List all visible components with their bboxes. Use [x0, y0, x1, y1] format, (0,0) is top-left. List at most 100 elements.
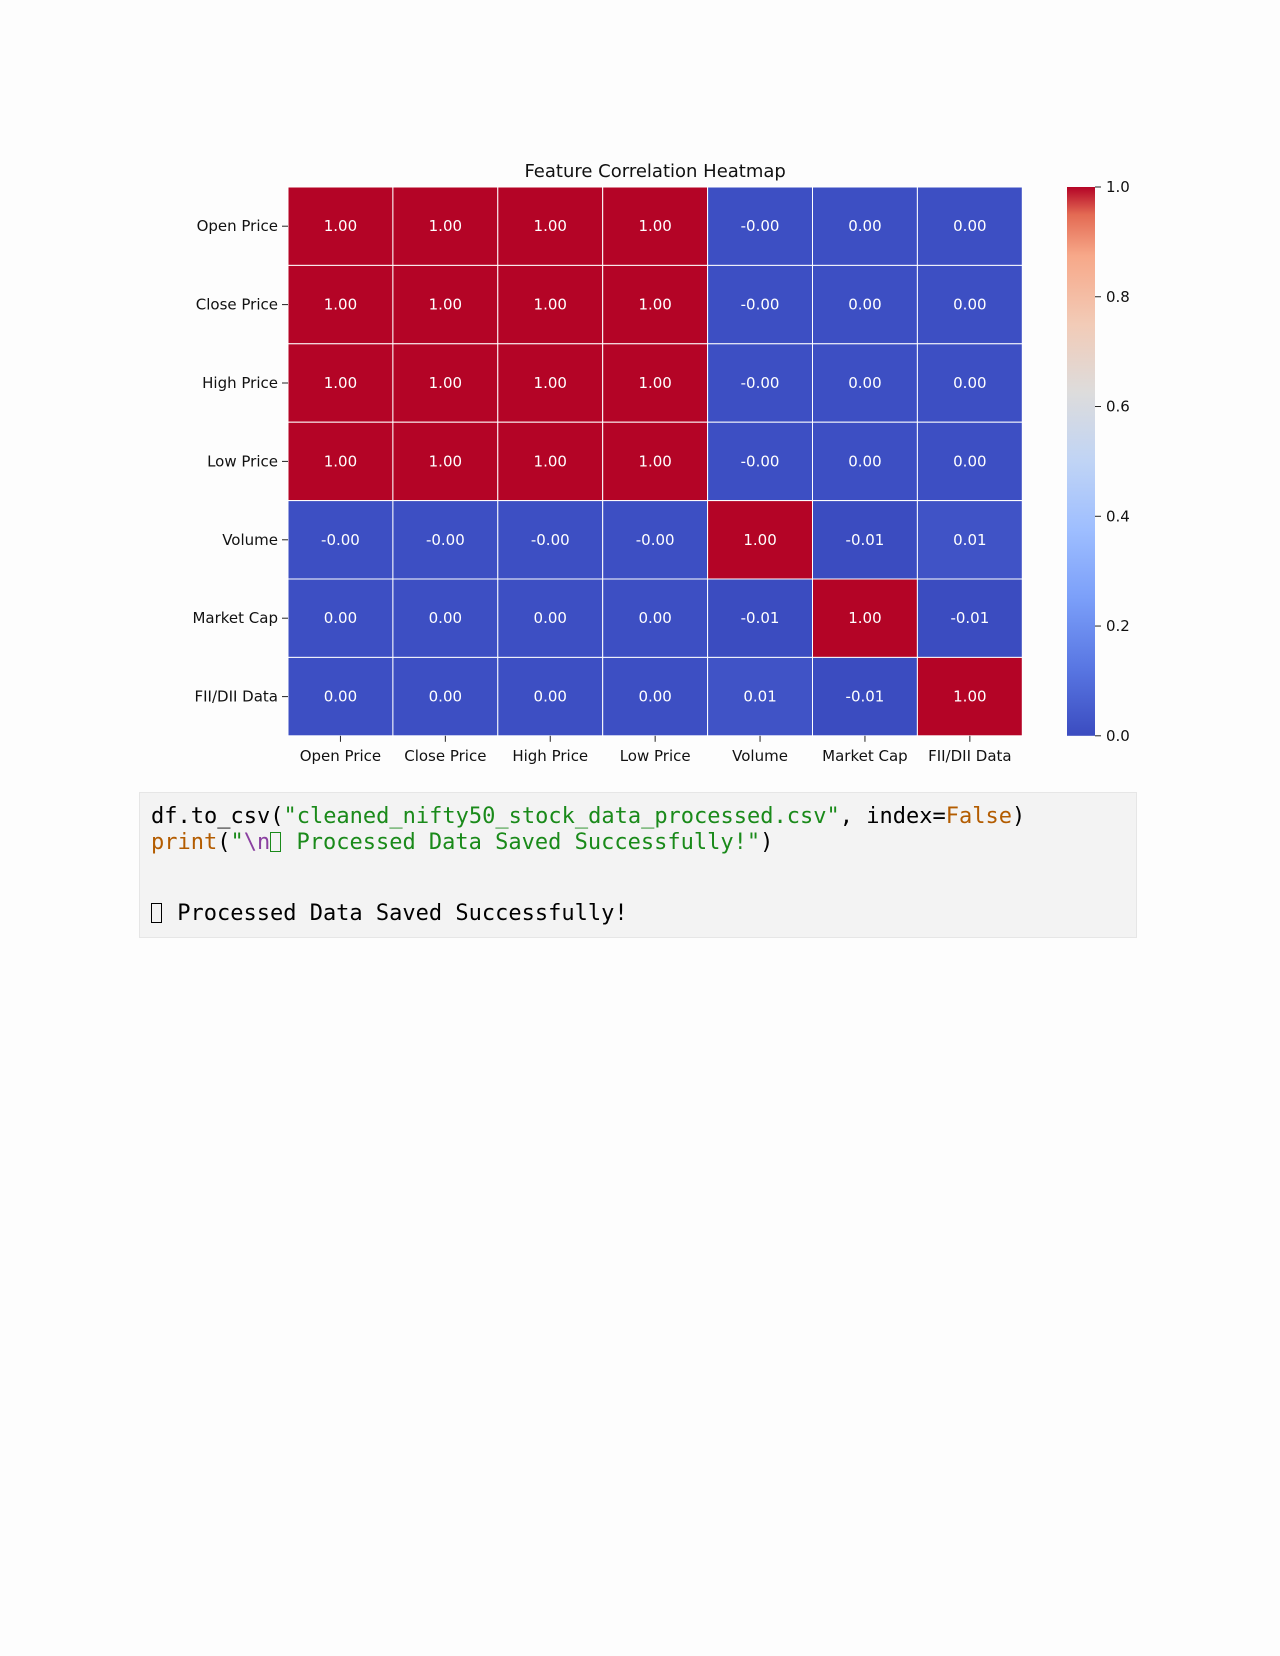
heatmap-cell-value: 0.00 — [534, 609, 567, 627]
heatmap-cell-value: 1.00 — [324, 374, 357, 392]
x-tick-label: FII/DII Data — [928, 747, 1012, 765]
heatmap-cell-value: -0.00 — [321, 531, 360, 549]
code-builtin-print: print — [151, 830, 218, 855]
heatmap-cell — [392, 186, 499, 266]
heatmap-cell — [287, 578, 394, 658]
heatmap-cell-value: 1.00 — [638, 374, 671, 392]
heatmap-cell — [602, 656, 709, 737]
heatmap-cell — [497, 186, 604, 266]
x-axis: Open Price Close Price High Price Low Price… — [300, 735, 1012, 765]
heatmap-cell-value: 0.01 — [953, 531, 986, 549]
heatmap-cell-labels: 1.00 1.00 1.00 1.00 -0.00 0.00 0.00 1.00 1.00 1.0… — [321, 217, 989, 705]
heatmap-cell — [287, 186, 394, 266]
heatmap-cell-value: 0.00 — [953, 296, 986, 314]
heatmap-cell — [916, 343, 1023, 423]
heatmap-cell-value: 0.00 — [534, 688, 567, 706]
y-tick-label: Open Price — [197, 217, 278, 235]
code-string-filename: "cleaned_nifty50_stock_data_processed.cs… — [283, 804, 840, 829]
heatmap-cell-value: 1.00 — [638, 452, 671, 470]
heatmap-cell-value: 0.00 — [953, 452, 986, 470]
heatmap-cell-value: 0.00 — [848, 217, 881, 235]
heatmap-cell-value: -0.00 — [531, 531, 570, 549]
heatmap-cell — [812, 343, 918, 423]
code-cell[interactable]: df.to_csv("cleaned_nifty50_stock_data_pr… — [139, 792, 1137, 938]
colorbar-tick-label: 0.4 — [1106, 507, 1130, 525]
code-line-print: print("\n Processed Data Saved Successfu… — [151, 830, 773, 856]
heatmap-cell — [707, 578, 813, 658]
heatmap-cell-value: 0.00 — [638, 688, 671, 706]
heatmap-cell-value: -0.01 — [846, 531, 885, 549]
heatmap-cell — [707, 656, 813, 737]
code-token: ) — [1011, 804, 1026, 829]
heatmap-cell — [392, 343, 499, 423]
heatmap-cell — [602, 343, 709, 423]
x-tick-label: Volume — [732, 747, 788, 765]
y-tick-label: FII/DII Data — [194, 688, 278, 706]
heatmap-cell — [497, 578, 604, 658]
cell-output: Processed Data Saved Successfully! — [151, 901, 628, 927]
heatmap-cell-value: 1.00 — [429, 296, 462, 314]
heatmap-cell-value: 1.00 — [324, 296, 357, 314]
code-escape-newline: \n — [243, 830, 271, 855]
heatmap-cell-value: 0.00 — [848, 296, 881, 314]
heatmap-cell-value: -0.01 — [741, 609, 780, 627]
heatmap-cell-value: 0.00 — [429, 609, 462, 627]
heatmap-cell-value: 1.00 — [743, 531, 776, 549]
heatmap-cell-value: 1.00 — [324, 452, 357, 470]
heatmap-cells — [287, 186, 1023, 737]
code-token: ( — [217, 830, 231, 855]
heatmap-cell — [812, 421, 918, 502]
chart-title: Feature Correlation Heatmap — [524, 161, 785, 182]
heatmap-cell — [916, 421, 1023, 502]
code-token: ) — [760, 830, 774, 855]
heatmap-cell-value: 0.00 — [953, 374, 986, 392]
colorbar-tick-label: 1.0 — [1106, 178, 1130, 196]
heatmap-cell-value: -0.00 — [741, 452, 780, 470]
code-line-to-csv: df.to_csv("cleaned_nifty50_stock_data_pr… — [151, 804, 1025, 830]
heatmap-cell-value: -0.00 — [741, 296, 780, 314]
x-tick-label: Market Cap — [822, 747, 908, 765]
heatmap-cell-value: 1.00 — [638, 296, 671, 314]
colorbar-tick-label: 0.8 — [1106, 288, 1130, 306]
code-string-quote: " — [230, 830, 244, 855]
heatmap-cell — [287, 421, 394, 502]
heatmap-cell — [812, 656, 918, 737]
heatmap-cell-value: 1.00 — [848, 609, 881, 627]
missing-glyph-icon — [151, 903, 162, 923]
heatmap-cell-value: 1.00 — [534, 452, 567, 470]
y-tick-label: Volume — [222, 531, 278, 549]
heatmap-cell-value: -0.00 — [741, 374, 780, 392]
code-string-message: Processed Data Saved Successfully!" — [283, 830, 761, 855]
heatmap-cell — [287, 343, 394, 423]
heatmap-cell-value: 1.00 — [534, 217, 567, 235]
x-tick-label: Low Price — [620, 747, 691, 765]
y-tick-label: Market Cap — [192, 609, 278, 627]
code-token: , index= — [839, 804, 946, 829]
heatmap-cell — [287, 656, 394, 737]
x-tick-label: High Price — [512, 747, 588, 765]
heatmap-cell-value: -0.00 — [741, 217, 780, 235]
heatmap-cell-value: 0.00 — [324, 609, 357, 627]
correlation-heatmap-chart: Feature Correlation Heatmap 1.00 1.00 1.00… — [192, 161, 1130, 765]
y-tick-label: Close Price — [196, 296, 278, 314]
heatmap-cell-value: 0.00 — [324, 688, 357, 706]
missing-glyph-icon — [270, 832, 282, 852]
heatmap-cell-value: -0.01 — [846, 688, 885, 706]
heatmap-cell-value: 1.00 — [429, 217, 462, 235]
heatmap-cell — [497, 500, 604, 580]
heatmap-cell — [392, 421, 499, 502]
heatmap-cell — [497, 656, 604, 737]
heatmap-cell-value: 0.00 — [638, 609, 671, 627]
colorbar: 0.0 0.2 0.4 0.6 0.8 1.0 — [1067, 178, 1130, 745]
heatmap-cell-value: -0.01 — [950, 609, 989, 627]
heatmap-cell-value: 0.00 — [429, 688, 462, 706]
x-tick-label: Close Price — [404, 747, 486, 765]
heatmap-cell-value: -0.00 — [636, 531, 675, 549]
colorbar-gradient — [1067, 187, 1095, 736]
heatmap-cell-value: 1.00 — [429, 452, 462, 470]
heatmap-cell-value: 0.00 — [848, 452, 881, 470]
heatmap-cell-value: 0.00 — [953, 217, 986, 235]
heatmap-cell — [602, 421, 709, 502]
heatmap-cell-value: 1.00 — [324, 217, 357, 235]
heatmap-cell — [916, 264, 1023, 345]
